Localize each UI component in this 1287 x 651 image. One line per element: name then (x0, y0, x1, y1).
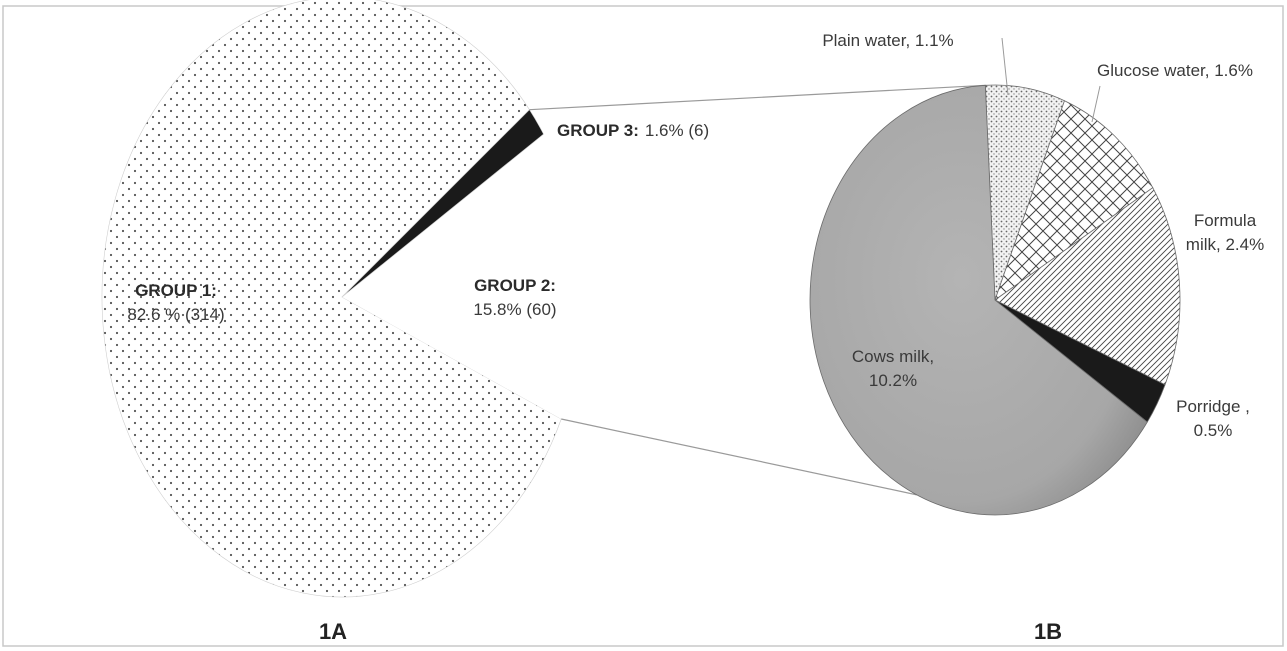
label-plain-water: Plain water, 1.1% (822, 31, 953, 50)
slice-labels: GROUP 1: 82.6 % (314) GROUP 2: 15.8% (60) GR… (127, 31, 1264, 440)
slice-group-1 (101, 0, 562, 598)
slice-group-2 (342, 134, 582, 420)
connector-top (529, 84, 986, 111)
slice-glucose-water (994, 100, 1154, 302)
pie-1b (809, 84, 1181, 516)
label-porridge: Porridge , 0.5% (1176, 397, 1250, 440)
label-cows-milk: Cows milk, 10.2% (852, 347, 934, 390)
caption-1b: 1B (1034, 619, 1062, 644)
connector-lines (529, 84, 986, 496)
leader-line-2 (1091, 85, 1101, 123)
connector-bottom (561, 418, 917, 496)
pie-1a (101, 0, 582, 598)
label-formula-milk: Formula milk, 2.4% (1186, 211, 1264, 254)
slice-formula-milk (994, 187, 1181, 386)
label-group-2: GROUP 2: 15.8% (60) (473, 276, 556, 319)
leader-line-1 (1001, 37, 1009, 96)
slice-cows-milk (809, 84, 1148, 516)
label-group-3: GROUP 3: 1.6% (6) (557, 121, 709, 140)
label-glucose-water: Glucose water, 1.6% (1097, 61, 1253, 80)
caption-1a: 1A (319, 619, 347, 644)
label-group-1: GROUP 1: 82.6 % (314) (127, 281, 224, 324)
